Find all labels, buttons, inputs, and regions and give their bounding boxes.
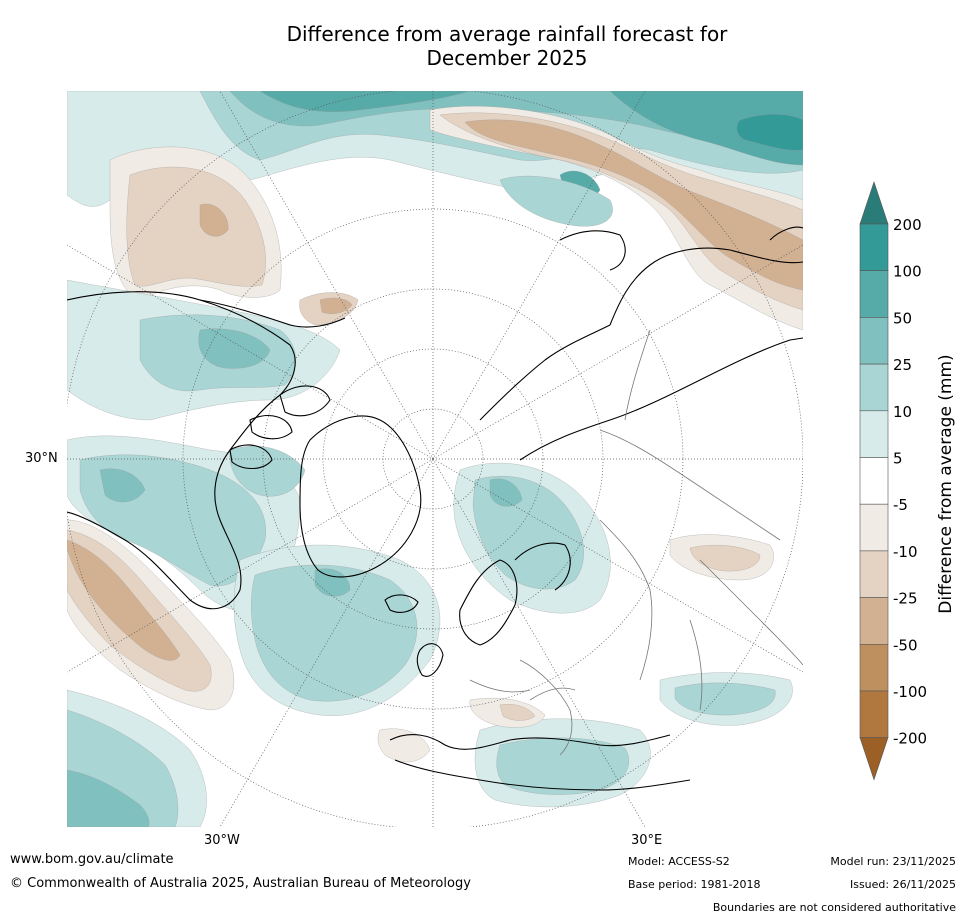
title-line-2: December 2025 — [426, 46, 588, 70]
lat-label-30n: 30°N — [25, 451, 58, 466]
contour-fill — [609, 91, 803, 166]
colorbar-segment — [859, 550, 889, 598]
colorbar-segment — [859, 597, 889, 645]
footer-model: Model: ACCESS-S2 — [628, 855, 730, 868]
contour-fill — [259, 91, 471, 112]
alaska-coast — [199, 299, 346, 328]
colorbar-tick-label: 25 — [893, 356, 912, 374]
colorbar-tick-label: -10 — [893, 543, 918, 561]
colorbar-segment — [859, 223, 889, 272]
contour-fill — [489, 478, 523, 507]
contour-fill — [99, 468, 146, 503]
contour-fill — [67, 769, 150, 827]
contour-fill — [319, 297, 353, 314]
colorbar-tick-label: -100 — [893, 683, 927, 701]
colorbar-tick-label: 50 — [893, 309, 912, 327]
colorbar-tick-label: 5 — [893, 450, 903, 468]
scandinavia-coast — [459, 559, 518, 646]
contour-fill — [377, 728, 431, 763]
contour-fill — [229, 445, 306, 497]
contour-fill — [439, 112, 803, 311]
colorbar-segment — [859, 457, 889, 505]
colorbar-tick-label: 200 — [893, 216, 922, 234]
contour-fill — [674, 682, 776, 716]
footer-copyright: © Commonwealth of Australia 2025, Austra… — [10, 876, 471, 891]
page-title: Difference from average rainfall forecas… — [0, 22, 965, 70]
lon-label-30e: 30°E — [631, 833, 663, 848]
contour-fill — [126, 166, 266, 287]
map-area — [67, 91, 803, 827]
contour-fill — [198, 328, 271, 369]
graticule — [67, 91, 803, 827]
colorbar-tick-label: -5 — [893, 496, 908, 514]
colorbar-segment — [859, 363, 889, 412]
coastlines — [67, 226, 803, 791]
colorbar-segment — [859, 643, 889, 692]
colorbar-segment — [859, 317, 889, 365]
colorbar-segment — [859, 410, 889, 458]
greenland-coast — [299, 415, 422, 578]
footer-website: www.bom.gov.au/climate — [10, 852, 174, 867]
mediterranean-coast — [389, 734, 671, 750]
footer-model-run: Model run: 23/11/2025 — [830, 855, 956, 868]
colorbar-segment — [859, 270, 889, 318]
title-line-1: Difference from average rainfall forecas… — [286, 22, 728, 46]
country-boundaries — [469, 329, 803, 756]
contour-fill — [499, 704, 536, 721]
iceland-coast — [384, 594, 419, 613]
contour-fill — [736, 114, 803, 151]
footer-issued: Issued: 26/11/2025 — [849, 878, 956, 891]
contour-fill — [499, 175, 613, 227]
north-america-coast — [67, 291, 296, 610]
colorbar-segment — [859, 503, 889, 552]
lon-label-30w: 30°W — [204, 833, 240, 848]
eurasia-north-coast — [519, 337, 803, 461]
colorbar-title-text: Difference from average (mm) — [936, 354, 956, 614]
colorbar-extend-bottom — [859, 737, 889, 781]
colorbar-tick-label: -200 — [893, 730, 927, 748]
contour-fill — [251, 564, 418, 702]
great-britain-coast — [416, 643, 444, 677]
colorbar-tick-label: 10 — [893, 403, 912, 421]
contour-fill — [199, 203, 229, 237]
contour-fill — [689, 544, 761, 572]
contour-fill — [314, 568, 351, 597]
colorbar-tick-label: -25 — [893, 590, 918, 608]
contour-fill — [496, 737, 629, 795]
siberia-coast — [609, 247, 803, 326]
colorbar-extend-top — [859, 181, 889, 225]
contour-fill — [67, 539, 181, 661]
colorbar-tick-label: -50 — [893, 636, 918, 654]
colorbar-tick-label: 100 — [893, 263, 922, 281]
colorbar-segment — [859, 690, 889, 739]
footer-base-period: Base period: 1981-2018 — [628, 878, 761, 891]
colorbar: 200 100 50 25 10 5 -5 -10 -25 -50 -100 -200 — [859, 181, 927, 781]
anomaly-contours — [67, 91, 803, 827]
contour-fill — [464, 119, 803, 291]
footer-disclaimer: Boundaries are not considered authoritat… — [712, 901, 956, 914]
